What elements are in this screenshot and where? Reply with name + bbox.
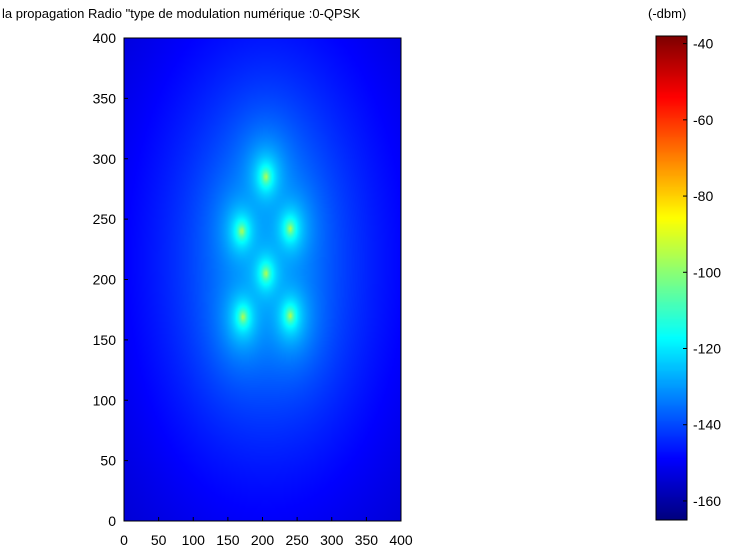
colorbar-gradient [656, 36, 687, 520]
colorbar [655, 35, 688, 521]
y-tick-label: 400 [93, 30, 117, 46]
heatmap-image [124, 38, 401, 521]
y-tick-label: 50 [100, 453, 116, 469]
x-tick-label: 100 [182, 532, 206, 548]
x-tick-label: 200 [251, 532, 275, 548]
colorbar-tick-label: -100 [693, 264, 721, 280]
y-axis: 0 50 100 150 200 250 300 350 400 [93, 30, 128, 529]
y-tick-label: 0 [108, 513, 116, 529]
colorbar-tick-label: -140 [693, 417, 721, 433]
y-tick-label: 200 [93, 272, 117, 288]
y-tick-label: 300 [93, 151, 117, 167]
x-tick-label: 300 [320, 532, 344, 548]
colorbar-tick-label: -120 [693, 341, 721, 357]
colorbar-tick-label: -160 [693, 493, 721, 509]
y-tick-label: 350 [93, 90, 117, 106]
plot-area [123, 37, 402, 522]
chart-title: la propagation Radio "type de modulation… [2, 6, 360, 21]
colorbar-frame [655, 35, 688, 521]
x-tick-label: 350 [355, 532, 379, 548]
y-tick-label: 150 [93, 332, 117, 348]
x-axis: 0 50 100 150 200 250 300 350 400 [120, 517, 413, 548]
y-tick-label: 250 [93, 211, 117, 227]
x-tick-label: 150 [216, 532, 240, 548]
colorbar-label: (-dbm) [648, 6, 686, 21]
x-tick-label: 50 [151, 532, 167, 548]
colorbar-ticks: -40 -60 -80 -100 -120 -140 -160 [683, 36, 721, 509]
x-tick-label: 250 [285, 532, 309, 548]
colorbar-tick-label: -40 [693, 36, 713, 52]
colorbar-tick-label: -60 [693, 112, 713, 128]
colorbar-tick-label: -80 [693, 188, 713, 204]
x-tick-label: 0 [120, 532, 128, 548]
x-tick-label: 400 [389, 532, 413, 548]
y-tick-label: 100 [93, 392, 117, 408]
